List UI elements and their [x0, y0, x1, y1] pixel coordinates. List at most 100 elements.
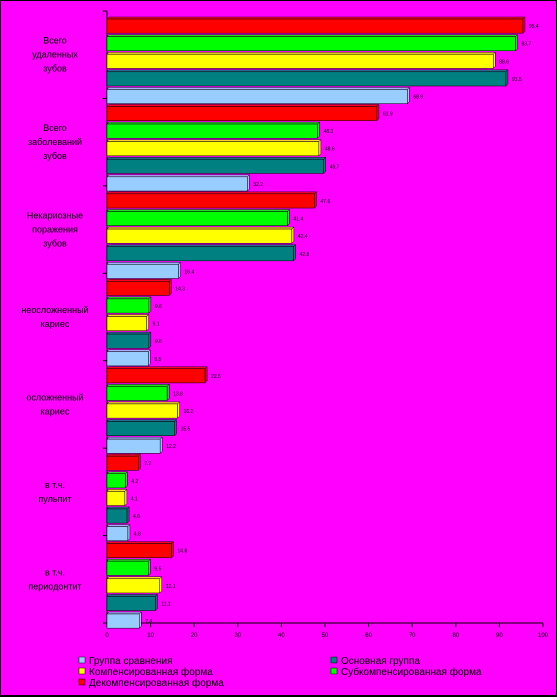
bar: [106, 403, 178, 419]
bar-top-face: [106, 51, 496, 55]
bar-side-face: [148, 349, 151, 367]
bar: [106, 228, 293, 244]
bar: [106, 386, 168, 401]
category-label: периодонтит: [28, 581, 81, 591]
bar-top-face: [106, 121, 321, 125]
bar: [106, 106, 378, 121]
bar-side-face: [515, 33, 518, 52]
legend-label: Субкомпенсированная форма: [341, 666, 482, 678]
x-tick-label: 40: [278, 633, 285, 639]
bar-top-face: [106, 209, 291, 212]
bar: [106, 613, 140, 629]
bar-side-face: [124, 488, 128, 507]
data-label: 42.4: [298, 234, 308, 240]
bar-top-face: [106, 191, 318, 195]
x-tick-label: 0: [105, 633, 109, 639]
bar-side-face: [166, 383, 170, 402]
bar-side-face: [291, 226, 295, 244]
x-tick-label: 10: [147, 633, 154, 639]
category-label: поражения: [32, 225, 78, 235]
category-label: неосложненный: [21, 305, 88, 315]
bar: [106, 176, 248, 192]
category-label: Всего: [43, 123, 67, 133]
bar-top-face: [106, 156, 327, 160]
data-label: 7.2: [144, 461, 151, 467]
bar-top-face: [106, 453, 141, 457]
data-label: 9.5: [154, 566, 161, 572]
legend-label: Компенсированная форма: [89, 666, 213, 678]
bar-side-face: [178, 261, 181, 280]
bar: [106, 281, 170, 296]
bar: [106, 473, 126, 489]
bar-side-face: [174, 418, 177, 437]
bar-side-face: [323, 156, 326, 175]
bar: [106, 333, 150, 349]
bar: [106, 316, 147, 331]
legend-swatch: [330, 656, 338, 664]
category-label: осложненный: [26, 392, 83, 402]
data-label: 15.5: [181, 427, 191, 433]
bar-top-face: [106, 244, 297, 247]
bar-top-face: [106, 366, 208, 369]
category-label: заболеваний: [28, 137, 82, 147]
category-label: в т.ч.: [45, 480, 65, 490]
data-label: 12.2: [166, 444, 176, 450]
category-label: зубов: [43, 239, 67, 249]
x-tick-label: 80: [452, 633, 459, 639]
bar-side-face: [148, 331, 152, 349]
x-tick-label: 50: [322, 633, 329, 639]
category-label: кариес: [41, 406, 70, 416]
data-label: 22.5: [211, 374, 221, 380]
bar-side-face: [155, 593, 158, 612]
data-label: 16.4: [185, 269, 195, 275]
bar-side-face: [148, 558, 151, 576]
bar-top-face: [106, 576, 163, 580]
data-label: 32.2: [253, 182, 263, 188]
bar-top-face: [106, 471, 128, 474]
bar-side-face: [493, 51, 496, 70]
bar-top-face: [106, 139, 322, 142]
data-label: 88.6: [499, 59, 509, 65]
bar-side-face: [126, 506, 130, 524]
x-tick-label: 20: [191, 633, 198, 639]
bar-top-face: [106, 331, 152, 335]
bar: [106, 18, 524, 34]
bar-top-face: [106, 349, 152, 352]
bar-side-face: [148, 296, 152, 314]
data-label: 4.1: [131, 496, 138, 502]
bar-side-face: [247, 174, 250, 192]
bar: [106, 298, 150, 314]
data-label: 48.6: [325, 147, 335, 153]
data-label: 93.7: [522, 42, 532, 48]
bar: [106, 36, 516, 52]
bar-top-face: [106, 34, 519, 37]
bar-side-face: [522, 16, 526, 34]
bar-side-face: [293, 244, 296, 262]
bar-side-face: [138, 453, 141, 471]
category-label: в т.ч.: [45, 567, 65, 577]
bar: [106, 351, 149, 367]
bar-top-face: [106, 489, 128, 492]
bar: [106, 578, 161, 594]
bar: [106, 211, 288, 226]
x-tick-label: 30: [234, 633, 241, 639]
category-label: Некариозные: [27, 211, 83, 221]
legend-label: Группа сравнения: [89, 656, 173, 667]
bar-top-face: [106, 296, 152, 300]
bar: [106, 89, 408, 104]
category-label: удаленных: [32, 50, 78, 60]
bar-top-face: [106, 419, 178, 422]
bar: [106, 71, 507, 87]
data-label: 16.2: [184, 409, 194, 415]
data-label: 11.1: [161, 601, 171, 607]
bar-top-face: [106, 506, 130, 510]
data-label: 9.5: [154, 357, 161, 363]
data-label: 91.5: [512, 77, 522, 83]
bar-side-face: [204, 366, 208, 384]
bar-side-face: [407, 86, 410, 105]
bar: [106, 53, 494, 69]
bar-side-face: [125, 471, 128, 489]
data-label: 13.8: [173, 391, 183, 397]
bar: [106, 491, 126, 506]
